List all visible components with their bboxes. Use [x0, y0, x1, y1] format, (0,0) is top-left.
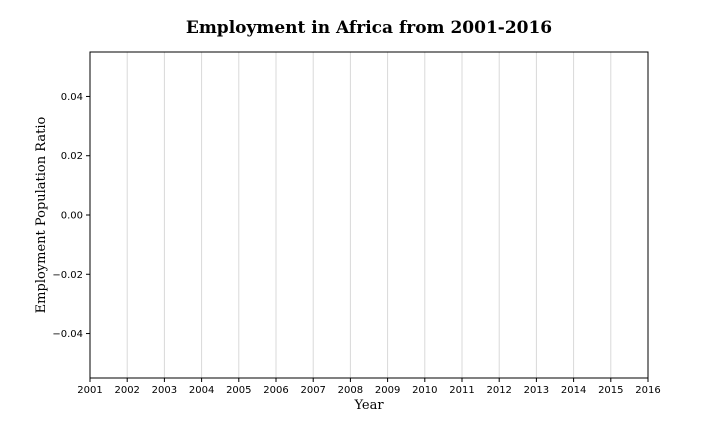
x-tick-label: 2002	[114, 385, 139, 396]
x-tick-label: 2005	[226, 385, 251, 396]
y-tick-label: −0.04	[52, 329, 83, 340]
x-tick-label: 2014	[561, 385, 586, 396]
x-tick-label: 2001	[77, 385, 102, 396]
x-tick-label: 2016	[635, 385, 660, 396]
x-tick-label: 2006	[263, 385, 288, 396]
y-tick-label: 0.00	[61, 211, 83, 222]
x-tick-label: 2009	[375, 385, 400, 396]
x-tick-label: 2011	[449, 385, 474, 396]
x-tick-label: 2015	[598, 385, 623, 396]
x-axis-label: Year	[353, 398, 384, 413]
x-axis: 2001 2002 2003 2004 2005 2006 2007 2008 2009 2010…	[77, 378, 661, 396]
y-axis: 0.04 0.02 0.00 −0.02 −0.04	[52, 92, 90, 340]
x-tick-label: 2010	[412, 385, 437, 396]
x-tick-label: 2004	[189, 385, 214, 396]
y-tick-label: 0.02	[61, 151, 83, 162]
y-axis-label: Employment Population Ratio	[34, 117, 49, 314]
x-tick-label: 2008	[338, 385, 363, 396]
x-tick-label: 2013	[524, 385, 549, 396]
y-tick-label: 0.04	[61, 92, 83, 103]
chart-title: Employment in Africa from 2001-2016	[186, 18, 552, 38]
x-tick-label: 2003	[152, 385, 177, 396]
grid	[126, 52, 612, 378]
x-tick-label: 2012	[486, 385, 511, 396]
plot-area	[89, 51, 649, 379]
y-tick-label: −0.02	[52, 270, 83, 281]
x-tick-label: 2007	[300, 385, 325, 396]
